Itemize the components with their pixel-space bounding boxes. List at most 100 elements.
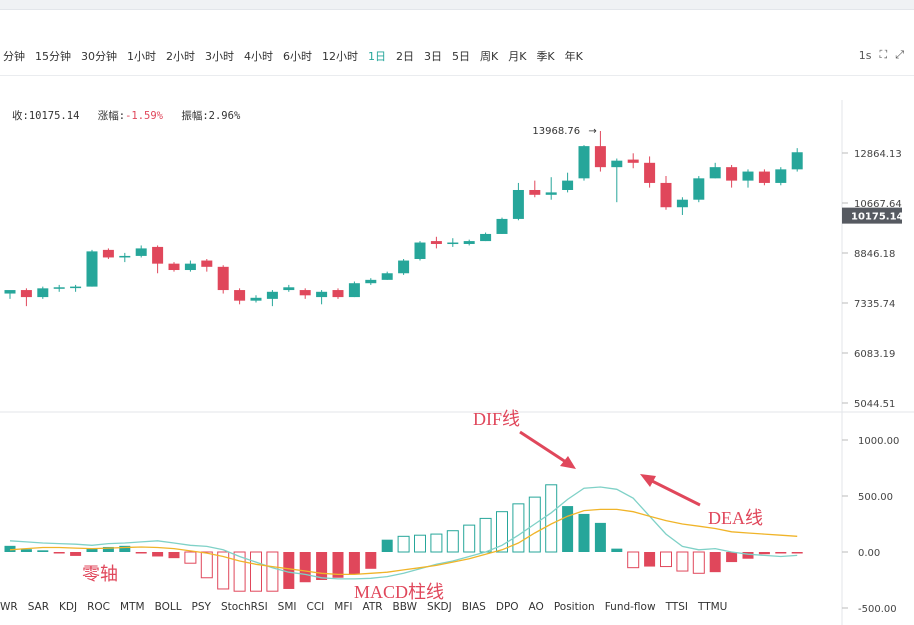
candle-body (742, 171, 754, 181)
candle-body (545, 192, 557, 195)
interval-tab[interactable]: 5日 (452, 50, 470, 63)
macd-histogram-bar (348, 552, 360, 575)
price-tick-label: 7335.74 (854, 299, 895, 310)
change-value: -1.59% (125, 110, 163, 122)
amplitude-value: 2.96% (208, 110, 241, 122)
macd-histogram-bar (726, 552, 738, 563)
candle-body (37, 288, 49, 298)
candle-body (627, 159, 639, 163)
interval-tab[interactable]: 12小时 (322, 50, 358, 63)
candle-body (316, 291, 328, 298)
candle-body (529, 189, 541, 195)
interval-tab[interactable]: 3日 (424, 50, 442, 63)
interval-tab[interactable]: 15分钟 (35, 50, 71, 63)
macd-histogram-bar (86, 548, 98, 552)
indicator-tab[interactable]: StochRSI (220, 601, 268, 613)
dif-arrowhead-icon (560, 456, 576, 469)
max-price-arrow: → (588, 126, 596, 137)
candle-body (496, 218, 508, 234)
dea-annotation: DEA线 (708, 508, 763, 528)
interval-tab[interactable]: 年K (564, 50, 583, 63)
candle-body (463, 241, 475, 244)
change-label: 涨幅: (97, 110, 126, 122)
indicator-tab[interactable]: Position (553, 601, 595, 613)
interval-tab[interactable]: 3小时 (205, 50, 234, 63)
indicator-tab[interactable]: SKDJ (426, 601, 452, 613)
macd-histogram-bar (397, 535, 410, 553)
indicator-tab[interactable]: AO (528, 601, 544, 613)
interval-tab[interactable]: 30分钟 (81, 50, 117, 63)
macd-histogram-bar (233, 551, 246, 592)
indicator-tab[interactable]: BIAS (461, 601, 486, 613)
indicator-tab[interactable]: SAR (27, 601, 50, 613)
candle-body (152, 246, 164, 264)
indicator-tab[interactable]: BBW (392, 601, 417, 613)
candle-body (201, 260, 213, 267)
macd-histogram-bar (709, 552, 721, 573)
interval-tab[interactable]: 6小时 (283, 50, 312, 63)
expand-icon[interactable]: ⤢ (895, 48, 904, 61)
indicator-tab[interactable]: DPO (495, 601, 519, 613)
macd-histogram-bar (283, 552, 295, 589)
candle-body (234, 290, 246, 301)
interval-tab[interactable]: 分钟 (3, 50, 25, 63)
speed-label[interactable]: 1s (858, 48, 872, 62)
close-label: 收: (12, 110, 29, 122)
candle-body (594, 146, 606, 168)
macd-series-line (9, 486, 798, 580)
price-tick-label: 6083.19 (854, 349, 895, 360)
macd-histogram-bar (644, 552, 656, 567)
top-toolbar-strip (0, 0, 914, 10)
max-price-annotation: 13968.76 (532, 126, 580, 137)
fullscreen-icon[interactable]: ⛶ (879, 48, 888, 61)
macd-series-line (9, 508, 798, 576)
interval-tab[interactable]: 4小时 (244, 50, 273, 63)
macd-histogram-bar (578, 513, 590, 552)
indicator-tab[interactable]: MFI (334, 601, 353, 613)
candle-body (758, 171, 770, 183)
indicator-tab[interactable]: CCI (306, 601, 325, 613)
indicator-tab[interactable]: ROC (87, 601, 111, 613)
interval-tab[interactable]: 2小时 (166, 50, 195, 63)
macd-histogram-bar (217, 551, 230, 590)
indicator-tab[interactable]: WR (0, 601, 18, 613)
indicator-tab[interactable]: MTM (120, 601, 145, 613)
macd-histogram-bar (365, 552, 377, 569)
indicator-tab[interactable]: PSY (191, 601, 211, 613)
current-price-tag (842, 207, 902, 224)
macd-histogram-bar (594, 522, 606, 552)
macd-histogram-bar (446, 530, 459, 553)
current-price-label: 10175.14 (851, 212, 904, 223)
dea-annotation-arrow (645, 476, 701, 507)
candle-body (348, 283, 360, 298)
price-tick-label: 12864.13 (854, 149, 902, 160)
candle-body (135, 248, 147, 256)
macd-tick-label: -500.00 (858, 604, 897, 615)
interval-tab[interactable]: 周K (480, 50, 499, 63)
macd-histogram-bar (611, 548, 623, 552)
indicator-tab[interactable]: Fund-flow (604, 601, 656, 613)
macd-histogram-bar (512, 503, 525, 553)
macd-histogram-bar (660, 551, 672, 568)
toolbar-divider (0, 75, 914, 76)
interval-tab[interactable]: 月K (508, 50, 527, 63)
indicator-tab[interactable]: BOLL (154, 601, 182, 613)
indicator-tab[interactable]: ATR (362, 601, 383, 613)
macd-histogram-bar (742, 552, 754, 559)
candle-body (332, 290, 344, 298)
indicator-tab[interactable]: KDJ (59, 601, 78, 613)
indicator-tab[interactable]: TTSI (665, 601, 688, 613)
candle-body (578, 146, 590, 179)
indicator-tab[interactable]: TTMU (697, 601, 728, 613)
interval-tab[interactable]: 1日 (368, 50, 386, 63)
indicator-tab[interactable]: SMI (277, 601, 297, 613)
macd-tick-label: 500.00 (858, 492, 893, 503)
macd-histogram-bar (676, 551, 689, 572)
interval-tab[interactable]: 季K (536, 50, 555, 63)
interval-tab[interactable]: 2日 (396, 50, 414, 63)
macd-histogram-bar (463, 524, 476, 553)
candle-body (480, 233, 492, 242)
interval-tab[interactable]: 1小时 (127, 50, 156, 63)
macd-histogram-bar (479, 517, 492, 553)
